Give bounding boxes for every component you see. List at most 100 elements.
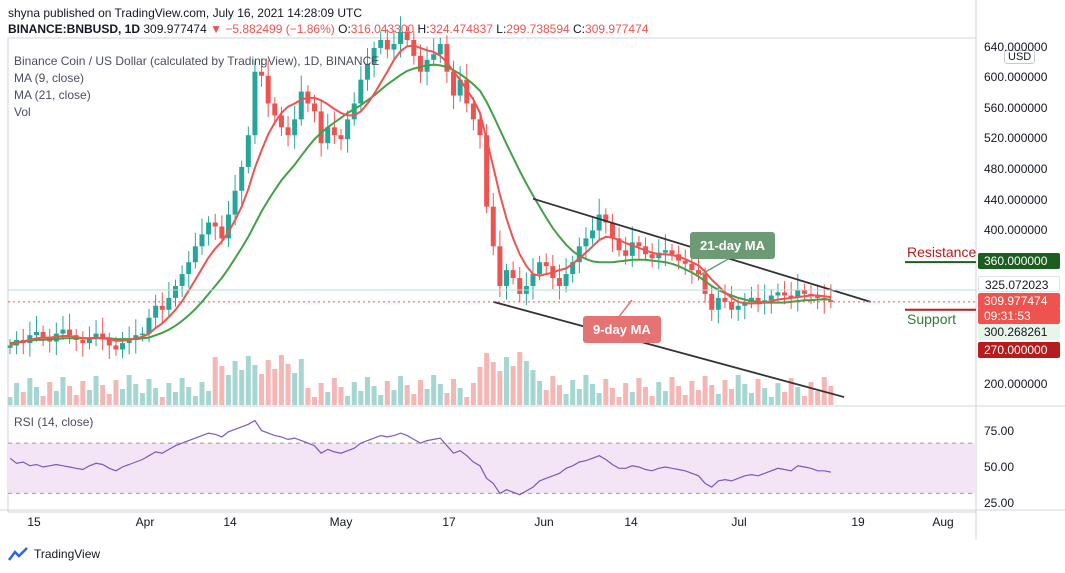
- x-tick: May: [329, 515, 353, 529]
- volume-bar: [318, 383, 324, 405]
- candle-body: [67, 329, 73, 336]
- volume-bar: [186, 387, 192, 405]
- volume-bar: [828, 386, 834, 405]
- volume-bar: [437, 384, 443, 405]
- volume-bar: [278, 355, 284, 405]
- y-tick: 440.000000: [984, 193, 1048, 207]
- chart-title: Binance Coin / US Dollar (calculated by …: [14, 54, 380, 68]
- volume-bar: [212, 357, 218, 405]
- candle-body: [411, 40, 417, 56]
- volume-bar: [417, 380, 423, 405]
- volume-bar: [576, 389, 582, 405]
- rsi-label: RSI (14, close): [14, 415, 94, 429]
- candle-body: [239, 166, 245, 191]
- support-annotation: Support: [907, 311, 957, 327]
- candle-body: [636, 242, 642, 247]
- volume-bar: [384, 381, 390, 405]
- candle-body: [338, 135, 344, 140]
- volume-bar: [47, 382, 53, 405]
- volume-bar: [298, 359, 304, 405]
- candle-body: [378, 40, 384, 48]
- volume-bar: [325, 392, 331, 405]
- candle-body: [788, 295, 794, 298]
- volume-bar: [424, 389, 430, 405]
- volume-bar: [371, 386, 377, 405]
- candle-body: [166, 297, 172, 310]
- resistance-price-tag: 360.000000: [978, 253, 1060, 269]
- price-change: −5.882499 (−1.86%): [225, 22, 335, 36]
- candle-body: [120, 343, 126, 350]
- y-tick: 480.000000: [984, 162, 1048, 176]
- candle-body: [86, 337, 92, 344]
- volume-bar: [808, 382, 814, 405]
- ma21-line: [9, 63, 831, 345]
- volume-bar: [60, 377, 66, 405]
- volume-bar: [543, 390, 549, 405]
- currency-button[interactable]: USD: [1004, 50, 1036, 64]
- candle-body: [292, 119, 298, 136]
- volume-bar: [80, 381, 86, 405]
- candle-body: [596, 214, 602, 231]
- volume-bar: [259, 374, 265, 405]
- low-label: L:: [496, 22, 507, 36]
- x-tick: 14: [223, 515, 237, 529]
- volume-bar: [20, 392, 26, 405]
- volume-bar: [484, 353, 490, 405]
- ma9-callout: 9-day MA: [583, 316, 661, 343]
- x-tick: Jul: [731, 515, 747, 529]
- candle-body: [358, 79, 364, 104]
- candle-body: [722, 297, 728, 302]
- publish-info: shyna published on TradingView.com, July…: [8, 6, 362, 20]
- tradingview-logo-icon: [8, 547, 28, 561]
- rsi-line: [9, 419, 832, 496]
- volume-bar: [477, 367, 483, 405]
- volume-bar: [570, 380, 576, 405]
- legend-ma9: MA (9, close): [14, 71, 85, 85]
- candle-body: [80, 339, 86, 344]
- x-tick: 15: [27, 515, 41, 529]
- candle-body: [748, 297, 754, 302]
- candle-body: [272, 103, 278, 116]
- volume-bar: [815, 391, 821, 405]
- candle-body: [563, 274, 569, 286]
- candle-body: [537, 262, 543, 275]
- volume-bar: [106, 394, 112, 405]
- volume-bar: [497, 371, 503, 405]
- volume-bar: [715, 394, 721, 405]
- volume-bar: [292, 373, 298, 405]
- y-tick: 400.000000: [984, 223, 1048, 237]
- x-tick: 19: [851, 515, 865, 529]
- candle-body: [199, 234, 205, 247]
- volume-bar: [775, 383, 781, 405]
- brand-footer[interactable]: TradingView: [8, 546, 100, 562]
- candle-body: [100, 333, 106, 340]
- volume-bar: [689, 381, 695, 405]
- candle-body: [232, 190, 238, 215]
- candle-body: [179, 274, 185, 286]
- y-tick: 200.000000: [984, 377, 1048, 391]
- candle-body: [318, 111, 324, 144]
- volume-bar: [643, 387, 649, 405]
- volume-bar: [252, 365, 258, 405]
- candle-body: [603, 214, 609, 223]
- candle-body: [662, 250, 668, 253]
- volume-bar: [530, 370, 536, 405]
- candle-body: [649, 254, 655, 259]
- volume-bar: [239, 370, 245, 405]
- volume-bar: [358, 391, 364, 405]
- rsi-tick: 75.00: [984, 424, 1015, 438]
- candle-body: [398, 32, 404, 44]
- volume-bar: [153, 388, 159, 405]
- last-price: 309.977474: [143, 22, 207, 36]
- candle-body: [345, 119, 351, 140]
- volume-bar: [695, 390, 701, 405]
- candle-body: [40, 332, 46, 338]
- candle-body: [325, 127, 331, 144]
- volume-bar: [33, 387, 39, 405]
- candle-body: [106, 339, 112, 346]
- candle-body: [212, 222, 218, 227]
- volume-bar: [590, 384, 596, 405]
- candle-body: [702, 274, 708, 294]
- candle-body: [371, 47, 377, 64]
